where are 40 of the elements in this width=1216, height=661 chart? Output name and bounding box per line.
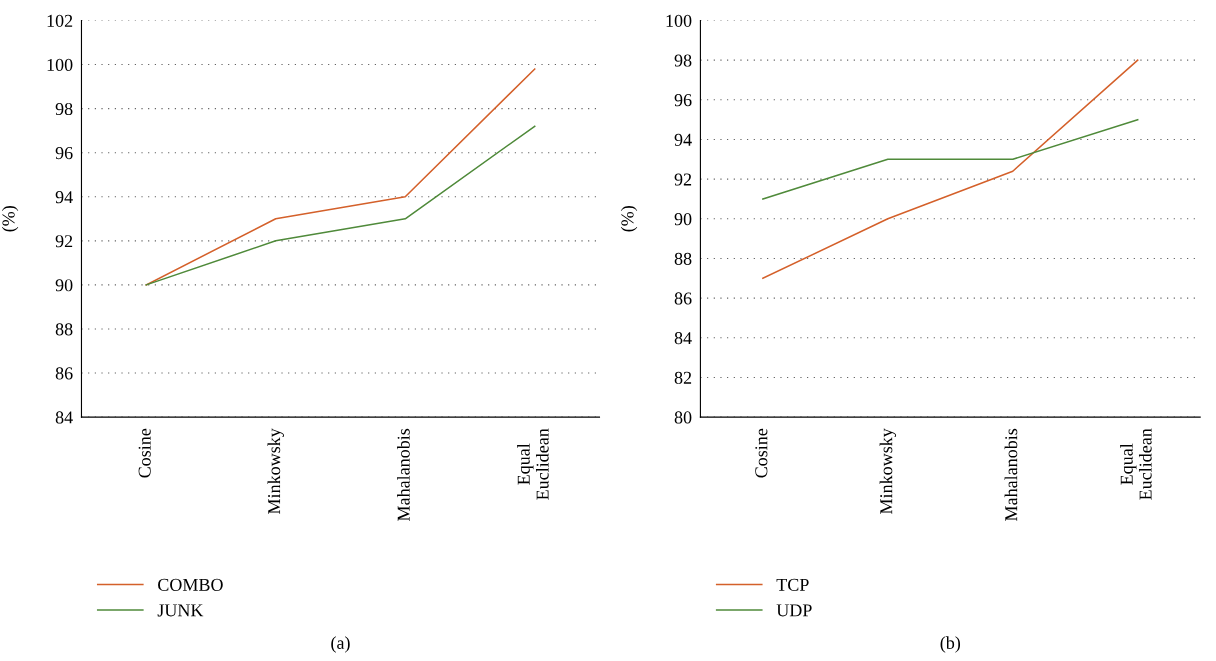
- y-tick-label: 90: [55, 279, 73, 292]
- legend-label: TCP: [776, 578, 809, 591]
- y-tick-label: 86: [55, 367, 73, 380]
- text: (b): [940, 636, 961, 653]
- line-series: [145, 68, 536, 286]
- y-tick-label: 80: [674, 411, 692, 424]
- y-axis-title: (%): [620, 206, 638, 232]
- legend-label: JUNK: [157, 604, 204, 617]
- line-series: [762, 59, 1139, 280]
- x-tick-label: Mahalanobis: [1004, 428, 1018, 521]
- y-tick-label: 86: [674, 292, 692, 305]
- y-tick-label: 88: [55, 323, 73, 336]
- y-tick-label: 102: [47, 14, 73, 27]
- y-tick-label: 98: [674, 54, 692, 67]
- y-tick-label: 96: [674, 94, 692, 107]
- x-tick-label: Cosine: [755, 428, 768, 478]
- x-tick-label: Cosine: [138, 428, 151, 478]
- legend-label: COMBO: [158, 578, 223, 591]
- y-tick-label: 84: [674, 332, 692, 345]
- y-tick-label: 82: [674, 371, 692, 384]
- y-tick-label: 96: [55, 147, 73, 160]
- y-tick-label: 92: [674, 173, 692, 186]
- x-tick-label: Minkowsky: [879, 428, 897, 514]
- y-tick-label: 98: [55, 102, 73, 116]
- y-tick-label: 88: [674, 252, 692, 265]
- x-tick-label: Minkowsky: [267, 428, 284, 514]
- y-tick-label: 94: [55, 191, 73, 204]
- y-axis-title: (%): [1, 206, 19, 232]
- x-tick-label: Equal Euclidean: [517, 428, 549, 500]
- x-tick-label: Mahalanobis: [397, 428, 410, 521]
- y-tick-label: 100: [666, 14, 692, 27]
- y-tick-label: 100: [47, 58, 73, 71]
- x-tick-label: Equal Euclidean: [1120, 428, 1152, 500]
- legend-label: UDP: [776, 604, 812, 617]
- line-series: [145, 125, 536, 286]
- y-tick-label: 94: [674, 133, 692, 146]
- text: (a): [331, 636, 350, 653]
- y-tick-label: 84: [55, 411, 73, 424]
- y-tick-label: 92: [55, 235, 73, 248]
- y-tick-label: 90: [674, 213, 692, 226]
